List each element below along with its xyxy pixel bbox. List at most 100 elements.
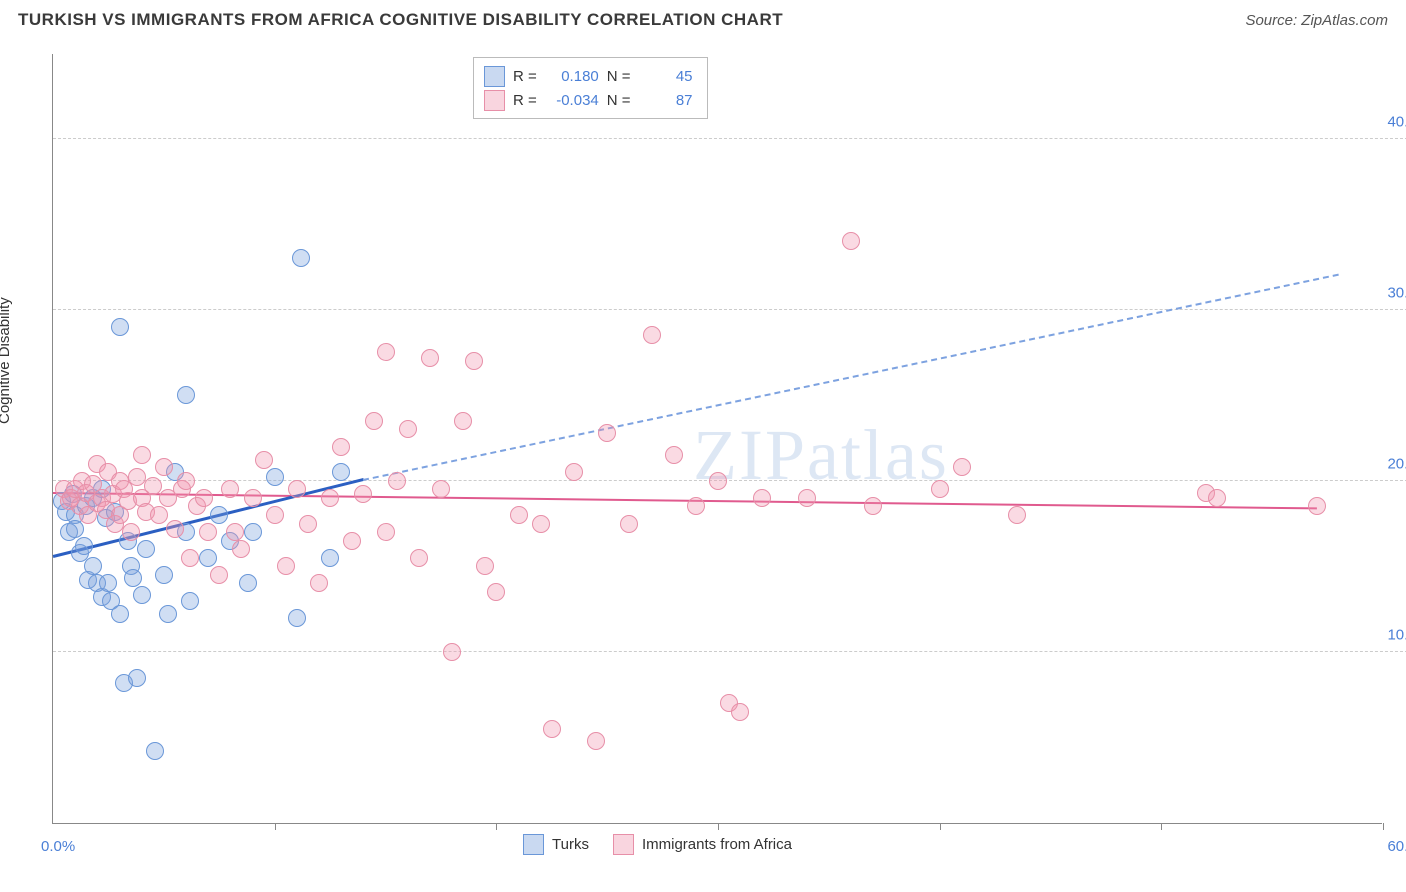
data-point: [155, 566, 173, 584]
data-point: [181, 549, 199, 567]
data-point: [432, 480, 450, 498]
data-point: [388, 472, 406, 490]
data-point: [798, 489, 816, 507]
data-point: [128, 669, 146, 687]
data-point: [532, 515, 550, 533]
data-point: [709, 472, 727, 490]
y-tick-label: 20.0%: [1387, 455, 1406, 472]
data-point: [277, 557, 295, 575]
gridline: [53, 651, 1406, 652]
data-point: [266, 506, 284, 524]
data-point: [177, 472, 195, 490]
data-point: [75, 537, 93, 555]
swatch-blue-icon: [484, 66, 505, 87]
legend-item-turks: Turks: [523, 834, 589, 855]
data-point: [377, 523, 395, 541]
data-point: [166, 520, 184, 538]
data-point: [244, 489, 262, 507]
data-point: [421, 349, 439, 367]
chart-header: TURKISH VS IMMIGRANTS FROM AFRICA COGNIT…: [0, 0, 1406, 36]
data-point: [465, 352, 483, 370]
swatch-pink-icon: [484, 90, 505, 111]
y-axis-label: Cognitive Disability: [0, 297, 13, 424]
x-tick: [940, 823, 941, 830]
n-value: 87: [643, 92, 693, 109]
data-point: [842, 232, 860, 250]
n-label: N =: [607, 68, 631, 85]
data-point: [66, 520, 84, 538]
x-tick: [275, 823, 276, 830]
data-point: [953, 458, 971, 476]
legend-label: Turks: [552, 836, 589, 853]
legend-item-africa: Immigrants from Africa: [613, 834, 792, 855]
r-label: R =: [513, 92, 537, 109]
data-point: [144, 477, 162, 495]
data-point: [210, 566, 228, 584]
plot-area: ZIPatlas R = 0.180 N = 45 R = -0.034 N =…: [52, 54, 1382, 824]
data-point: [476, 557, 494, 575]
data-point: [111, 605, 129, 623]
gridline: [53, 138, 1406, 139]
n-value: 45: [643, 68, 693, 85]
data-point: [643, 326, 661, 344]
data-point: [543, 720, 561, 738]
data-point: [150, 506, 168, 524]
data-point: [731, 703, 749, 721]
data-point: [155, 458, 173, 476]
x-tick: [1161, 823, 1162, 830]
data-point: [454, 412, 472, 430]
series-legend: Turks Immigrants from Africa: [523, 834, 792, 855]
legend-label: Immigrants from Africa: [642, 836, 792, 853]
data-point: [159, 605, 177, 623]
data-point: [292, 249, 310, 267]
data-point: [299, 515, 317, 533]
y-tick-label: 10.0%: [1387, 626, 1406, 643]
swatch-pink-icon: [613, 834, 634, 855]
data-point: [365, 412, 383, 430]
data-point: [931, 480, 949, 498]
data-point: [864, 497, 882, 515]
data-point: [210, 506, 228, 524]
data-point: [137, 540, 155, 558]
legend-row-turks: R = 0.180 N = 45: [484, 64, 693, 88]
data-point: [321, 549, 339, 567]
data-point: [443, 643, 461, 661]
gridline: [53, 309, 1406, 310]
data-point: [146, 742, 164, 760]
data-point: [332, 438, 350, 456]
data-point: [332, 463, 350, 481]
y-tick-label: 30.0%: [1387, 284, 1406, 301]
watermark: ZIPatlas: [693, 414, 949, 497]
data-point: [598, 424, 616, 442]
data-point: [487, 583, 505, 601]
x-axis-min-label: 0.0%: [41, 838, 75, 855]
data-point: [199, 549, 217, 567]
data-point: [177, 386, 195, 404]
r-value: -0.034: [549, 92, 599, 109]
n-label: N =: [607, 92, 631, 109]
data-point: [239, 574, 257, 592]
data-point: [343, 532, 361, 550]
data-point: [1308, 497, 1326, 515]
data-point: [665, 446, 683, 464]
chart-title: TURKISH VS IMMIGRANTS FROM AFRICA COGNIT…: [18, 10, 783, 30]
data-point: [266, 468, 284, 486]
data-point: [288, 480, 306, 498]
data-point: [232, 540, 250, 558]
data-point: [565, 463, 583, 481]
data-point: [133, 446, 151, 464]
legend-row-africa: R = -0.034 N = 87: [484, 88, 693, 112]
data-point: [1008, 506, 1026, 524]
chart-container: Cognitive Disability ZIPatlas R = 0.180 …: [14, 44, 1392, 884]
data-point: [399, 420, 417, 438]
x-tick: [718, 823, 719, 830]
data-point: [310, 574, 328, 592]
data-point: [1208, 489, 1226, 507]
y-tick-label: 40.0%: [1387, 113, 1406, 130]
r-value: 0.180: [549, 68, 599, 85]
data-point: [687, 497, 705, 515]
data-point: [226, 523, 244, 541]
data-point: [99, 574, 117, 592]
data-point: [753, 489, 771, 507]
data-point: [84, 557, 102, 575]
